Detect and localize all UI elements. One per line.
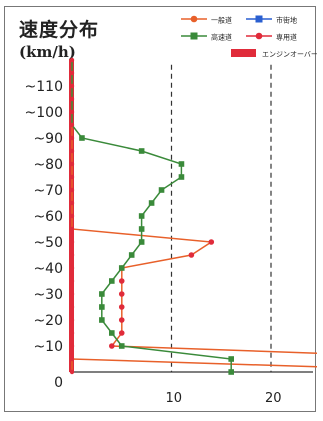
data-point: [178, 174, 185, 180]
chart-title: 速度分布: [19, 19, 100, 41]
speed-distribution-chart: 10203040 (%, 回)0~10~20~30~40~50~60~70~80…: [25, 15, 317, 406]
data-point: [138, 226, 145, 232]
data-point: [109, 330, 115, 336]
data-point: [118, 265, 125, 271]
baseline-marker: [69, 122, 75, 128]
baseline-marker: [69, 226, 75, 232]
y-tick-label: 0: [54, 375, 63, 391]
baseline-marker: [69, 252, 75, 258]
baseline-marker: [69, 356, 75, 362]
data-point: [138, 148, 145, 154]
data-point: [158, 187, 165, 193]
baseline-marker: [69, 200, 75, 206]
baseline-marker: [69, 304, 75, 310]
baseline-marker: [69, 213, 75, 219]
legend-engine-over-marker: [231, 49, 256, 57]
data-point: [99, 304, 105, 310]
legend-label-engine-over: エンジンオーバー: [262, 51, 317, 59]
x-tick-label: 20: [265, 391, 282, 406]
y-tick-label: ~70: [33, 183, 63, 199]
data-point: [208, 239, 215, 245]
y-tick-label: ~100: [25, 105, 63, 121]
y-tick-label: ~50: [33, 235, 63, 251]
y-tick-label: ~60: [33, 209, 63, 225]
baseline-marker: [69, 187, 75, 193]
data-point: [138, 239, 145, 245]
legend-label-shigaichi: 市街地: [276, 16, 297, 25]
data-point: [178, 161, 185, 167]
data-point: [228, 356, 234, 362]
legend-shigaichi-marker: [255, 15, 263, 23]
baseline-marker: [69, 135, 75, 141]
y-tick-label: ~40: [33, 261, 63, 277]
series-line-一般道: [71, 60, 317, 372]
legend-label-senyou: 専用道: [276, 33, 297, 42]
baseline-marker: [69, 239, 75, 245]
y-tick-label: ~10: [33, 339, 63, 355]
data-point: [99, 317, 105, 323]
data-point: [228, 369, 234, 375]
baseline-marker: [69, 83, 75, 89]
baseline-marker: [69, 148, 75, 154]
series-line-高速道: [71, 60, 232, 372]
y-tick-label: ~80: [33, 157, 63, 173]
baseline-marker: [69, 317, 75, 323]
data-point: [118, 304, 125, 310]
y-tick-label: ~30: [33, 287, 63, 303]
data-point: [109, 278, 115, 284]
data-point: [109, 343, 115, 349]
data-point: [79, 135, 85, 141]
legend-ippan-marker: [190, 15, 198, 23]
data-point: [128, 252, 135, 258]
chart-frame: 速度分布 (km/h) 10203040 (%, 回)0~10~20~30~40…: [4, 6, 317, 412]
data-point: [99, 291, 105, 297]
baseline-marker: [69, 278, 75, 284]
data-point: [148, 200, 155, 206]
baseline-marker: [69, 330, 75, 336]
baseline-marker: [69, 291, 75, 297]
baseline-marker: [69, 265, 75, 271]
baseline-marker: [69, 109, 75, 115]
baseline-marker: [69, 161, 75, 167]
data-point: [138, 213, 145, 219]
legend-label-kousoku: 高速道: [211, 33, 232, 42]
legend-kousoku-marker: [190, 32, 198, 40]
baseline-marker: [69, 57, 75, 63]
x-tick-label: 10: [166, 391, 183, 406]
y-tick-label: ~110: [25, 79, 63, 95]
data-point: [118, 278, 125, 284]
baseline-marker: [69, 343, 75, 349]
chart-unit: (km/h): [19, 43, 76, 61]
y-tick-label: ~90: [33, 131, 63, 147]
y-tick-label: ~20: [33, 313, 63, 329]
data-point: [118, 317, 125, 323]
baseline-marker: [69, 96, 75, 102]
data-point: [118, 291, 125, 297]
data-point: [118, 343, 125, 349]
baseline-marker: [69, 369, 75, 375]
data-point: [118, 330, 125, 336]
legend-senyou-marker: [255, 32, 263, 40]
data-point: [188, 252, 195, 258]
baseline-marker: [69, 174, 75, 180]
baseline-marker: [69, 70, 75, 76]
legend-label-ippan: 一般道: [211, 16, 232, 25]
